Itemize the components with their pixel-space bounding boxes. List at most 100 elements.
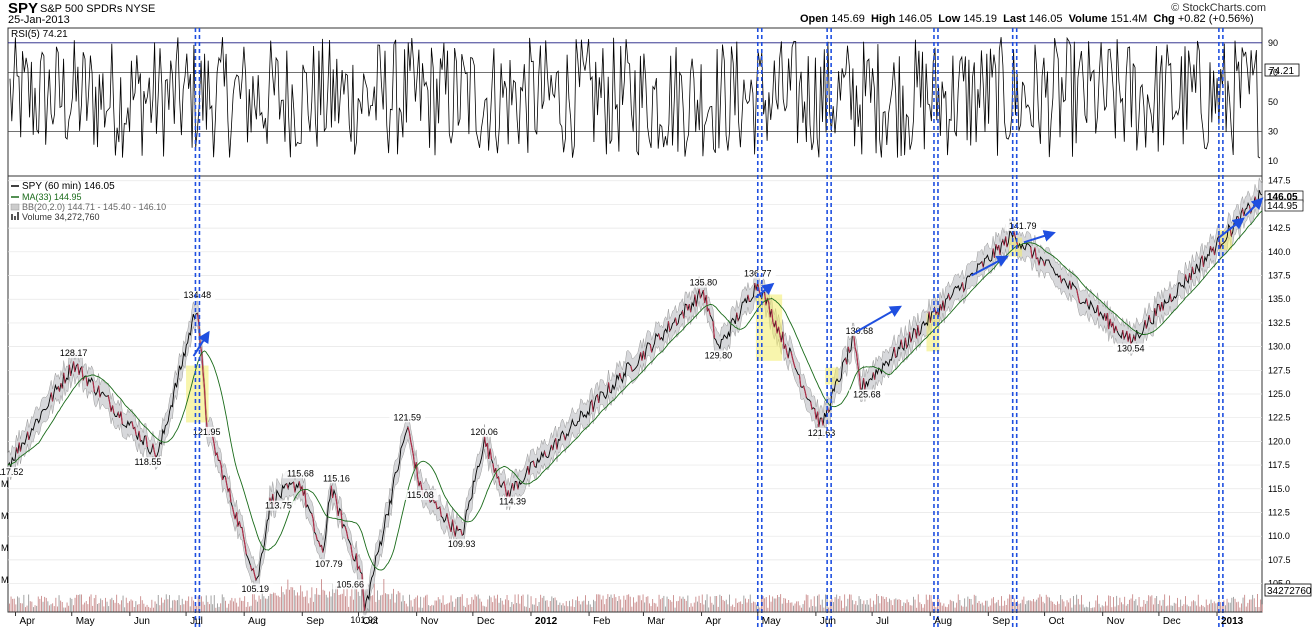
volume-bar [25, 607, 26, 612]
volume-bar [665, 606, 666, 612]
volume-bar [717, 606, 719, 612]
volume-bar [671, 601, 673, 612]
volume-bar [689, 607, 690, 612]
volume-bar [157, 595, 159, 612]
volume-bar [901, 606, 903, 612]
volume-bar [426, 594, 428, 612]
exchange-name: NYSE [125, 3, 156, 15]
volume-bar [289, 589, 290, 612]
volume-bar [469, 604, 471, 612]
volume-bar [1210, 599, 1212, 612]
volume-bar [487, 599, 489, 612]
volume-bar [794, 603, 796, 612]
volume-bar [810, 599, 812, 612]
volume-bar [959, 600, 961, 612]
volume-bar [548, 606, 550, 612]
volume-bar [1204, 607, 1206, 612]
volume-bar [428, 605, 430, 612]
volume-bar [749, 594, 751, 612]
volume-bar [1100, 607, 1102, 612]
volume-bar [1189, 606, 1191, 612]
volume-bar [897, 599, 898, 612]
volume-bar [229, 600, 231, 612]
volume-bar [993, 597, 994, 612]
volume-bar [839, 596, 841, 612]
volume-bar [845, 606, 847, 612]
volume-bar [618, 596, 620, 612]
volume-bar [1005, 605, 1007, 612]
volume-bar [1239, 607, 1241, 612]
volume-bar [461, 594, 463, 612]
volume-bar [1244, 594, 1246, 612]
volume-bar [305, 596, 306, 612]
volume-bar [1138, 597, 1140, 612]
volume-bar [177, 600, 178, 612]
volume-bar [997, 599, 999, 612]
volume-bar [653, 602, 655, 612]
volume-bar [932, 601, 934, 612]
volume-bar [1249, 599, 1250, 612]
volume-bar [949, 599, 951, 612]
volume-bar [772, 596, 774, 612]
volume-bar [613, 594, 615, 612]
rsi-ytick-label: 70 [1268, 67, 1278, 77]
volume-bar [261, 592, 263, 612]
volume-bar [1153, 604, 1154, 612]
x-month-label: Jul [876, 616, 889, 627]
volume-bar [585, 595, 586, 612]
volume-bar [951, 600, 953, 612]
x-month-label: Jun [820, 616, 836, 627]
volume-bar [97, 604, 98, 612]
volume-bar [733, 607, 735, 612]
volume-bar [1098, 603, 1100, 612]
volume-bar [129, 601, 130, 612]
price-annotation: 128.17 [60, 348, 88, 358]
volume-bar [945, 606, 946, 612]
volume-bar [820, 604, 822, 612]
volume-bar [250, 605, 252, 612]
volume-bar [722, 599, 724, 612]
volume-bar [929, 594, 930, 612]
volume-bar [695, 596, 697, 612]
volume-bar [401, 601, 402, 612]
volume-bar [425, 595, 426, 612]
volume-bar [1196, 605, 1198, 612]
low-value: 145.19 [963, 13, 997, 25]
volume-bar [522, 594, 524, 612]
volume-bar [442, 595, 444, 612]
volume-bar [729, 594, 730, 612]
volume-bar [570, 606, 572, 612]
volume-bar [602, 595, 604, 612]
volume-bar [269, 593, 271, 612]
volume-bar [785, 598, 786, 612]
volume-bar [906, 599, 908, 612]
volume-bar [773, 598, 775, 612]
ticker-symbol: SPY [8, 0, 39, 17]
volume-bar [1076, 594, 1078, 612]
volume-bar [1020, 603, 1022, 612]
volume-bar [964, 598, 966, 612]
volume-bar [343, 589, 345, 612]
volume-bar [791, 602, 793, 612]
volume-bar [1050, 600, 1052, 612]
volume-bar [573, 607, 575, 612]
volume-bar [850, 594, 852, 612]
volume-bar [271, 594, 273, 612]
volume-bar [1250, 599, 1252, 612]
price-ytick-label: 130.0 [1268, 342, 1291, 352]
volume-bar [298, 595, 300, 612]
volume-bar [844, 594, 846, 612]
volume-bar [260, 599, 262, 612]
volume-bar [807, 595, 809, 612]
volume-bar [565, 601, 567, 612]
volume-bar [877, 595, 879, 612]
volume-bar [447, 603, 449, 612]
volume-bar [394, 602, 396, 612]
volume-bar [1202, 605, 1204, 612]
volume-bar [690, 603, 692, 612]
volume-bar [921, 604, 922, 612]
volume-bar [1162, 599, 1164, 612]
volume-bar [527, 594, 529, 612]
volume-bar [500, 598, 502, 612]
volume-bar [162, 602, 164, 612]
